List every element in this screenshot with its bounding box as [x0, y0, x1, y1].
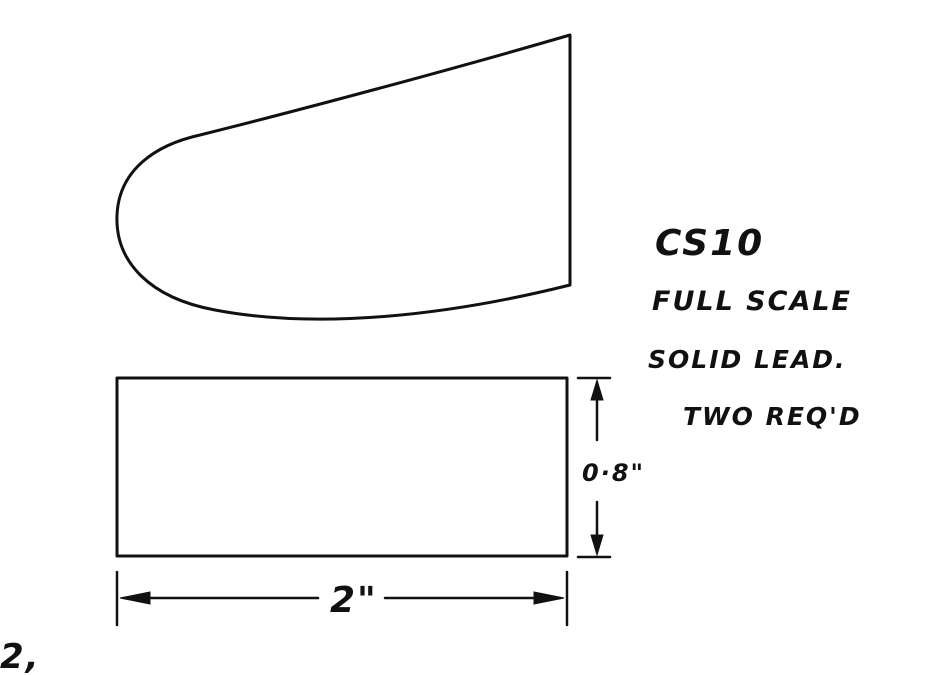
width-dimension-label: 2" — [330, 580, 378, 621]
width-arrow-right — [533, 591, 565, 605]
height-dimension-label: 0·8" — [582, 459, 645, 487]
note-full-scale: FULL SCALE — [652, 286, 852, 317]
height-arrow-bottom — [590, 534, 604, 557]
page-number: 2, — [0, 637, 41, 675]
height-dimension: 0·8" — [576, 376, 645, 559]
top-view-outline — [115, 376, 569, 558]
width-arrow-left — [119, 591, 151, 605]
note-solid-lead: SOLID LEAD. — [648, 345, 847, 374]
side-profile-outline — [115, 33, 572, 321]
width-dimension: 2" — [115, 570, 569, 627]
height-arrow-top — [590, 378, 604, 401]
notes-block: CS10 FULL SCALE SOLID LEAD. TWO REQ'D — [648, 223, 862, 431]
part-id-label: CS10 — [655, 223, 764, 264]
note-two-reqd: TWO REQ'D — [683, 402, 862, 431]
